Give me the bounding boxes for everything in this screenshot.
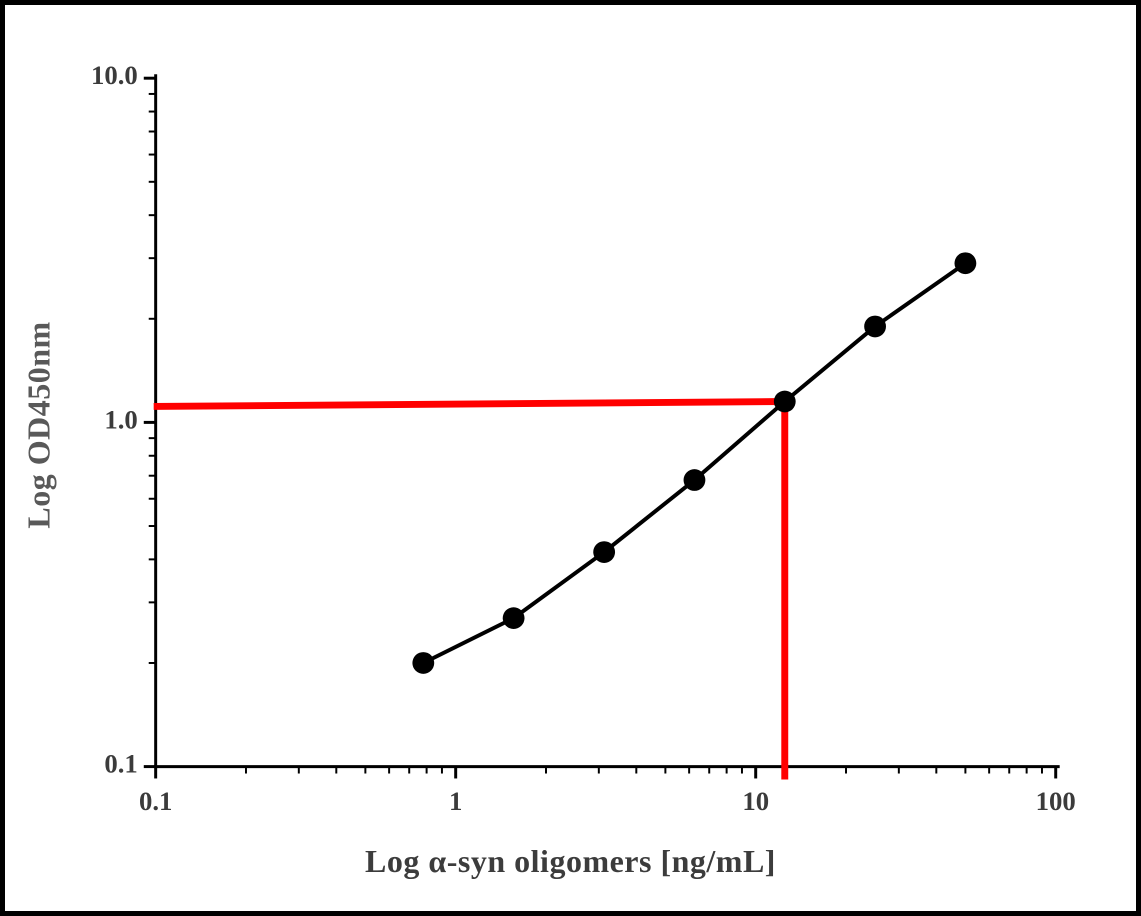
tick-marks <box>143 76 1058 779</box>
x-tick-label: 10 <box>742 786 769 816</box>
x-tick-label: 0.1 <box>139 786 172 816</box>
data-point <box>593 541 616 563</box>
axes <box>154 74 1060 769</box>
x-tick-label: 1 <box>449 786 462 816</box>
x-axis-title: Log α-syn oligomers [ng/mL] <box>365 843 776 879</box>
data-point <box>412 652 435 674</box>
y-tick-label: 10.0 <box>91 60 138 90</box>
y-tick-label: 0.1 <box>104 749 137 779</box>
standard-curve-chart: 0.1 1 10 100 0.1 1.0 10.0 <box>91 60 1076 816</box>
data-points <box>412 252 977 674</box>
y-tick-label: 1.0 <box>104 404 137 434</box>
crosshair-annotation <box>153 398 789 780</box>
x-tick-label: 100 <box>1036 786 1076 816</box>
data-point <box>773 390 796 413</box>
crosshair-horizontal-line <box>153 398 785 410</box>
y-axis-title: Log OD450nm <box>20 321 57 529</box>
data-point <box>502 607 525 629</box>
data-point <box>864 315 886 338</box>
data-point <box>683 469 706 491</box>
data-point <box>954 252 977 275</box>
tick-labels: 0.1 1 10 100 0.1 1.0 10.0 <box>91 60 1076 816</box>
